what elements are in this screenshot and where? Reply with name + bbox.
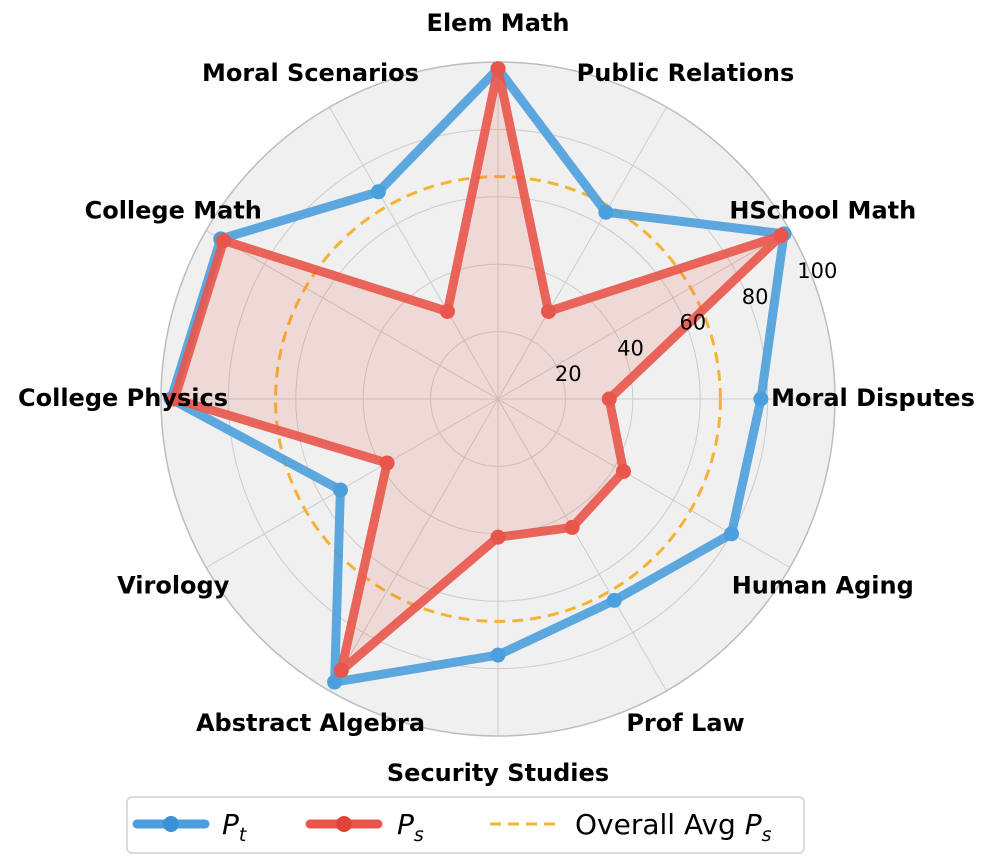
r-tick-label: 40: [617, 336, 644, 360]
legend-pt-marker: [163, 816, 179, 832]
legend-ps-sub: s: [414, 824, 424, 846]
category-labels: Moral Disputes HSchool Math Public Relatio…: [18, 9, 975, 787]
r-tick-label: 80: [742, 285, 769, 309]
category-label: Elem Math: [427, 9, 570, 37]
overall-avg-circle: [274, 175, 722, 623]
category-label: Abstract Algebra: [196, 709, 425, 737]
legend-pt-main: P: [222, 808, 239, 841]
grid-spoke: [205, 398, 499, 568]
legend-avg-text: Overall Avg Ps: [575, 808, 772, 846]
series-pt-point: [753, 391, 769, 407]
series-pt-point: [370, 184, 386, 200]
grid-spoke: [497, 398, 667, 692]
r-tick-label: 20: [555, 362, 582, 386]
legend-ps-marker: [336, 816, 352, 832]
legend-pt-text: Pt: [222, 808, 248, 846]
legend-avg-sub: s: [762, 824, 772, 846]
category-label: College Math: [85, 197, 262, 225]
category-label: Security Studies: [387, 759, 609, 787]
category-label: College Physics: [18, 384, 228, 412]
series-ps-point: [541, 303, 557, 319]
series-ps-point: [216, 233, 232, 249]
series-pt-point: [327, 674, 343, 690]
grid-spoke: [497, 106, 667, 400]
legend-avg-prefix: Overall Avg: [575, 808, 745, 841]
series-layer: [163, 61, 792, 690]
grid-spoke: [329, 398, 499, 692]
series-ps-point: [773, 228, 789, 244]
legend-pt-sub: t: [239, 824, 248, 846]
series-ps-point: [615, 463, 631, 479]
category-label: Moral Scenarios: [202, 59, 419, 87]
series-ps-point: [166, 391, 182, 407]
grid-spoke: [329, 106, 499, 400]
series-ps-point: [490, 61, 506, 77]
series-ps-point: [379, 455, 395, 471]
series-ps-point: [564, 519, 580, 535]
category-label: Moral Disputes: [771, 384, 975, 412]
legend-ps-main: P: [397, 808, 414, 841]
legend-box: [126, 796, 805, 854]
category-label: Prof Law: [626, 709, 744, 737]
series-pt-point: [490, 647, 506, 663]
category-label: HSchool Math: [729, 197, 916, 225]
category-label: Public Relations: [577, 59, 795, 87]
series-pt-point: [598, 204, 614, 220]
r-tick-label: 60: [679, 311, 706, 335]
legend: Pt Ps Overall Avg Ps: [126, 796, 805, 854]
series-ps-point: [439, 303, 455, 319]
r-tick-label: 100: [797, 259, 837, 283]
series-ps-point: [601, 391, 617, 407]
series-ps-fill: [174, 68, 782, 671]
category-label: Human Aging: [732, 572, 914, 600]
series-ps-point: [333, 662, 349, 678]
grid-spokes: [161, 62, 835, 736]
series-pt-point: [606, 592, 622, 608]
series-pt-point: [332, 482, 348, 498]
legend-ps-text: Ps: [397, 808, 424, 846]
tick-labels: 20 40 60 80 100: [555, 259, 837, 386]
grid-spoke: [497, 398, 791, 568]
category-label: Virology: [117, 572, 230, 600]
legend-avg-main: P: [745, 808, 762, 841]
grid-spoke: [205, 230, 499, 400]
series-pt-point: [723, 526, 739, 542]
grid-spoke: [497, 230, 791, 400]
series-ps-point: [490, 529, 506, 545]
